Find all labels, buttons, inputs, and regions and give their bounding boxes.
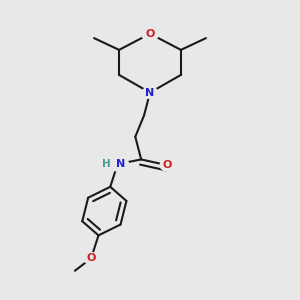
Ellipse shape: [159, 159, 176, 172]
Ellipse shape: [83, 252, 99, 265]
Text: N: N: [146, 88, 154, 98]
Text: O: O: [163, 160, 172, 170]
Ellipse shape: [106, 157, 129, 172]
Ellipse shape: [142, 86, 158, 99]
Ellipse shape: [141, 26, 159, 41]
Text: O: O: [86, 254, 96, 263]
Text: O: O: [145, 29, 155, 39]
Text: N: N: [116, 158, 125, 169]
Text: H: H: [102, 158, 111, 169]
